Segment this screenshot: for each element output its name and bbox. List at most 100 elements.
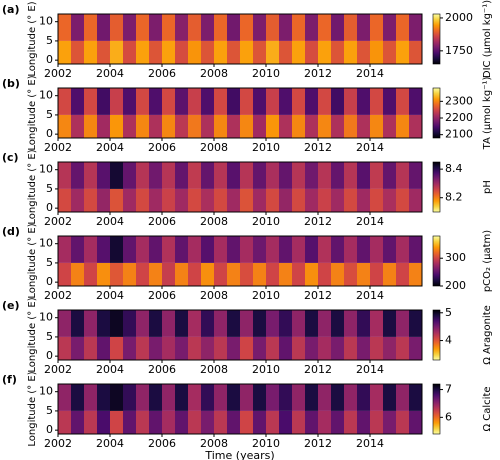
- heat-cell: [383, 336, 397, 360]
- x-tick-label: 2012: [304, 363, 332, 376]
- heat-cell: [227, 410, 241, 434]
- colorbar-tick-label: 6: [445, 410, 452, 423]
- heat-cell: [266, 114, 280, 138]
- heat-cell: [383, 310, 397, 337]
- heat-cell: [318, 188, 332, 212]
- plot-frame: [57, 161, 423, 213]
- heat-cell: [84, 236, 98, 263]
- heat-cell: [396, 336, 410, 360]
- heat-cell: [409, 236, 423, 263]
- heat-cell: [214, 88, 228, 115]
- heat-cell: [383, 40, 397, 64]
- heat-cell: [318, 88, 332, 115]
- heat-cell: [305, 162, 319, 189]
- x-tick-label: 2004: [96, 363, 124, 376]
- heat-cell: [279, 262, 293, 286]
- y-tick-label: 5: [46, 256, 53, 269]
- heat-cell: [84, 88, 98, 115]
- heat-cell: [370, 262, 384, 286]
- heat-cell: [162, 14, 176, 41]
- heat-cell: [123, 188, 137, 212]
- heat-cell: [227, 14, 241, 41]
- heat-cell: [84, 336, 98, 360]
- heat-cell: [71, 236, 85, 263]
- heat-cell: [110, 384, 124, 411]
- heat-cell: [123, 40, 137, 64]
- y-tick-label: 0: [46, 349, 53, 362]
- y-axis-label: Longitude (° E): [27, 149, 38, 224]
- x-tick-label: 2006: [148, 437, 176, 450]
- heat-cell: [227, 236, 241, 263]
- heat-cell: [71, 14, 85, 41]
- heat-cell: [175, 88, 189, 115]
- heat-cell: [136, 40, 150, 64]
- heat-cell: [266, 188, 280, 212]
- heat-cell: [214, 40, 228, 64]
- x-tick-label: 2004: [96, 141, 124, 154]
- y-tick-label: 5: [46, 108, 53, 121]
- x-tick-label: 2002: [44, 437, 72, 450]
- heat-cell: [253, 40, 267, 64]
- heat-cell: [214, 236, 228, 263]
- heat-cell: [279, 336, 293, 360]
- heat-cell: [188, 188, 202, 212]
- heat-cell: [292, 336, 306, 360]
- colorbar-tick-label: 1750: [445, 44, 473, 57]
- panel-label: (f): [2, 373, 17, 386]
- heat-cell: [162, 236, 176, 263]
- heat-cell: [266, 262, 280, 286]
- heat-cell: [110, 262, 124, 286]
- heat-cell: [58, 114, 72, 138]
- heat-cell: [58, 410, 72, 434]
- heat-cell: [227, 88, 241, 115]
- x-tick-label: 2010: [252, 67, 280, 80]
- heat-cell: [370, 336, 384, 360]
- heat-cell: [357, 410, 371, 434]
- x-tick-label: 2010: [252, 215, 280, 228]
- heat-cell: [149, 384, 163, 411]
- heat-cell: [331, 114, 345, 138]
- heat-cell: [84, 410, 98, 434]
- y-tick-label: 10: [39, 311, 53, 324]
- colorbar-tick-label: 2300: [445, 94, 473, 107]
- heat-cell: [201, 162, 215, 189]
- x-tick-label: 2014: [356, 141, 384, 154]
- heat-cell: [136, 188, 150, 212]
- heat-cell: [292, 88, 306, 115]
- heat-cell: [266, 336, 280, 360]
- heat-cell: [240, 336, 254, 360]
- heat-cell: [97, 262, 111, 286]
- heat-cell: [188, 114, 202, 138]
- colorbar-tick-label: 300: [445, 251, 466, 264]
- heat-cell: [110, 236, 124, 263]
- heat-cell: [214, 310, 228, 337]
- panel-label: (e): [2, 299, 20, 312]
- colorbar-label: Ω Aragonite: [482, 305, 493, 365]
- heat-cell: [383, 262, 397, 286]
- heat-cell: [201, 188, 215, 212]
- heat-cell: [305, 310, 319, 337]
- heat-cell: [97, 114, 111, 138]
- heat-cell: [357, 384, 371, 411]
- heat-cell: [149, 262, 163, 286]
- heat-cell: [318, 114, 332, 138]
- heat-cell: [71, 188, 85, 212]
- heat-cell: [162, 88, 176, 115]
- heat-cell: [370, 384, 384, 411]
- x-axis-label: Time (years): [204, 449, 274, 460]
- heat-cell: [305, 384, 319, 411]
- heat-cell: [110, 336, 124, 360]
- heat-cell: [162, 336, 176, 360]
- heat-cell: [370, 162, 384, 189]
- heat-cell: [370, 410, 384, 434]
- heat-cell: [97, 384, 111, 411]
- heat-cell: [292, 384, 306, 411]
- heat-cell: [175, 162, 189, 189]
- x-tick-label: 2002: [44, 289, 72, 302]
- colorbar-label: TA (μmol kg⁻¹): [482, 77, 493, 151]
- heat-cell: [58, 162, 72, 189]
- y-tick-label: 10: [39, 15, 53, 28]
- heat-cell: [409, 336, 423, 360]
- heat-cell: [175, 262, 189, 286]
- colorbar-tick-label: 4: [445, 334, 452, 347]
